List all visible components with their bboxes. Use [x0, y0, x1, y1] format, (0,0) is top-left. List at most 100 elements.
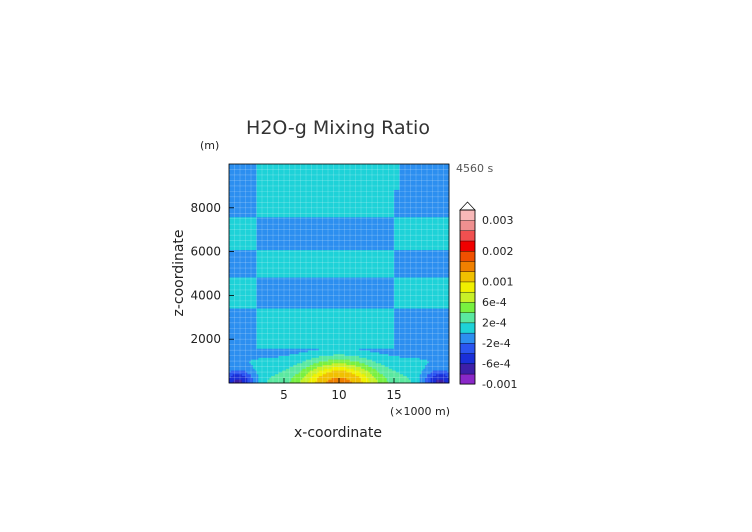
contour-cell	[329, 379, 333, 382]
contour-cell	[309, 350, 312, 353]
contour-cell	[428, 375, 432, 378]
contour-cell	[245, 335, 248, 338]
contour-cell	[335, 341, 338, 344]
contour-cell	[273, 353, 276, 356]
contour-cell	[392, 364, 395, 367]
contour-cell	[324, 372, 327, 375]
contour-cell	[315, 342, 318, 346]
contour-cell	[269, 381, 272, 384]
contour-cell	[348, 359, 351, 362]
contour-cell	[351, 372, 355, 375]
contour-cell	[285, 361, 289, 364]
contour-cell	[370, 366, 373, 369]
contour-cell	[428, 353, 432, 356]
contour-cell	[273, 346, 276, 349]
contour-cell	[441, 372, 444, 375]
contour-cell	[428, 341, 432, 344]
contour-cell	[390, 333, 393, 336]
contour-cell	[265, 335, 268, 338]
contour-cell	[346, 342, 349, 346]
contour-cell	[320, 381, 323, 384]
contour-cell	[293, 359, 296, 362]
contour-cell	[243, 350, 246, 353]
contour-cell	[328, 348, 331, 351]
contour-cell	[362, 341, 366, 344]
contour-cell	[282, 381, 285, 384]
contour-cell	[373, 353, 377, 356]
contour-cell	[318, 375, 322, 378]
contour-cell	[381, 372, 384, 375]
contour-cell	[258, 341, 261, 344]
contour-cell	[291, 353, 294, 356]
contour-cell	[361, 366, 364, 369]
contour-cell	[408, 350, 411, 353]
contour-cell	[229, 342, 232, 346]
contour-cell	[434, 359, 437, 362]
contour-cell	[315, 341, 318, 344]
contour-cell	[375, 362, 378, 366]
contour-cell	[359, 379, 362, 382]
contour-cell	[399, 373, 402, 377]
contour-cell	[395, 359, 399, 362]
contour-cell	[333, 355, 336, 358]
contour-cell	[362, 361, 366, 364]
contour-cell	[439, 348, 443, 351]
contour-cell	[410, 379, 413, 382]
contour-cell	[375, 333, 378, 336]
contour-cell	[337, 370, 340, 373]
contour-cell	[392, 379, 395, 382]
contour-cell	[364, 346, 367, 349]
contour-cell	[333, 357, 336, 360]
contour-cell	[414, 366, 417, 369]
contour-cell	[318, 361, 322, 364]
contour-cell	[412, 364, 415, 367]
contour-cell	[373, 333, 377, 336]
contour-cell	[236, 381, 239, 384]
contour-cell	[240, 362, 243, 366]
contour-cell	[271, 351, 274, 355]
contour-cell	[282, 355, 285, 358]
contour-cell	[414, 333, 417, 336]
contour-cell	[315, 361, 318, 364]
contour-cell	[372, 381, 375, 384]
contour-cell	[436, 372, 439, 375]
contour-cell	[340, 348, 344, 351]
contour-cell	[362, 355, 366, 358]
contour-cell	[397, 366, 400, 369]
contour-cell	[443, 377, 446, 380]
contour-cell	[394, 368, 397, 371]
contour-cell	[278, 335, 281, 338]
contour-cell	[274, 351, 278, 355]
contour-cell	[245, 361, 248, 364]
contour-cell	[273, 359, 276, 362]
contour-cell	[309, 333, 312, 336]
contour-cell	[408, 339, 411, 342]
contour-cell	[379, 341, 382, 344]
contour-cell	[300, 364, 303, 367]
contour-cell	[362, 372, 366, 375]
contour-cell	[390, 346, 393, 349]
contour-cell	[399, 335, 402, 338]
contour-cell	[357, 379, 360, 382]
contour-cell	[300, 377, 303, 380]
contour-cell	[249, 353, 252, 356]
contour-cell	[300, 350, 303, 353]
contour-cell	[346, 372, 349, 375]
contour-cell	[353, 357, 356, 360]
contour-cell	[274, 370, 278, 373]
contour-cell	[274, 366, 278, 369]
contour-cell	[309, 375, 312, 378]
contour-cell	[318, 335, 322, 338]
contour-cell	[282, 375, 285, 378]
contour-cell	[269, 350, 272, 353]
contour-cell	[388, 348, 391, 351]
contour-cell	[406, 357, 410, 360]
contour-cell	[331, 348, 334, 351]
contour-cell	[399, 346, 402, 349]
contour-cell	[342, 337, 345, 340]
contour-cell	[405, 335, 408, 338]
contour-cell	[252, 337, 256, 340]
contour-cell	[410, 362, 413, 366]
contour-cell	[276, 381, 279, 384]
contour-cell	[309, 355, 312, 358]
